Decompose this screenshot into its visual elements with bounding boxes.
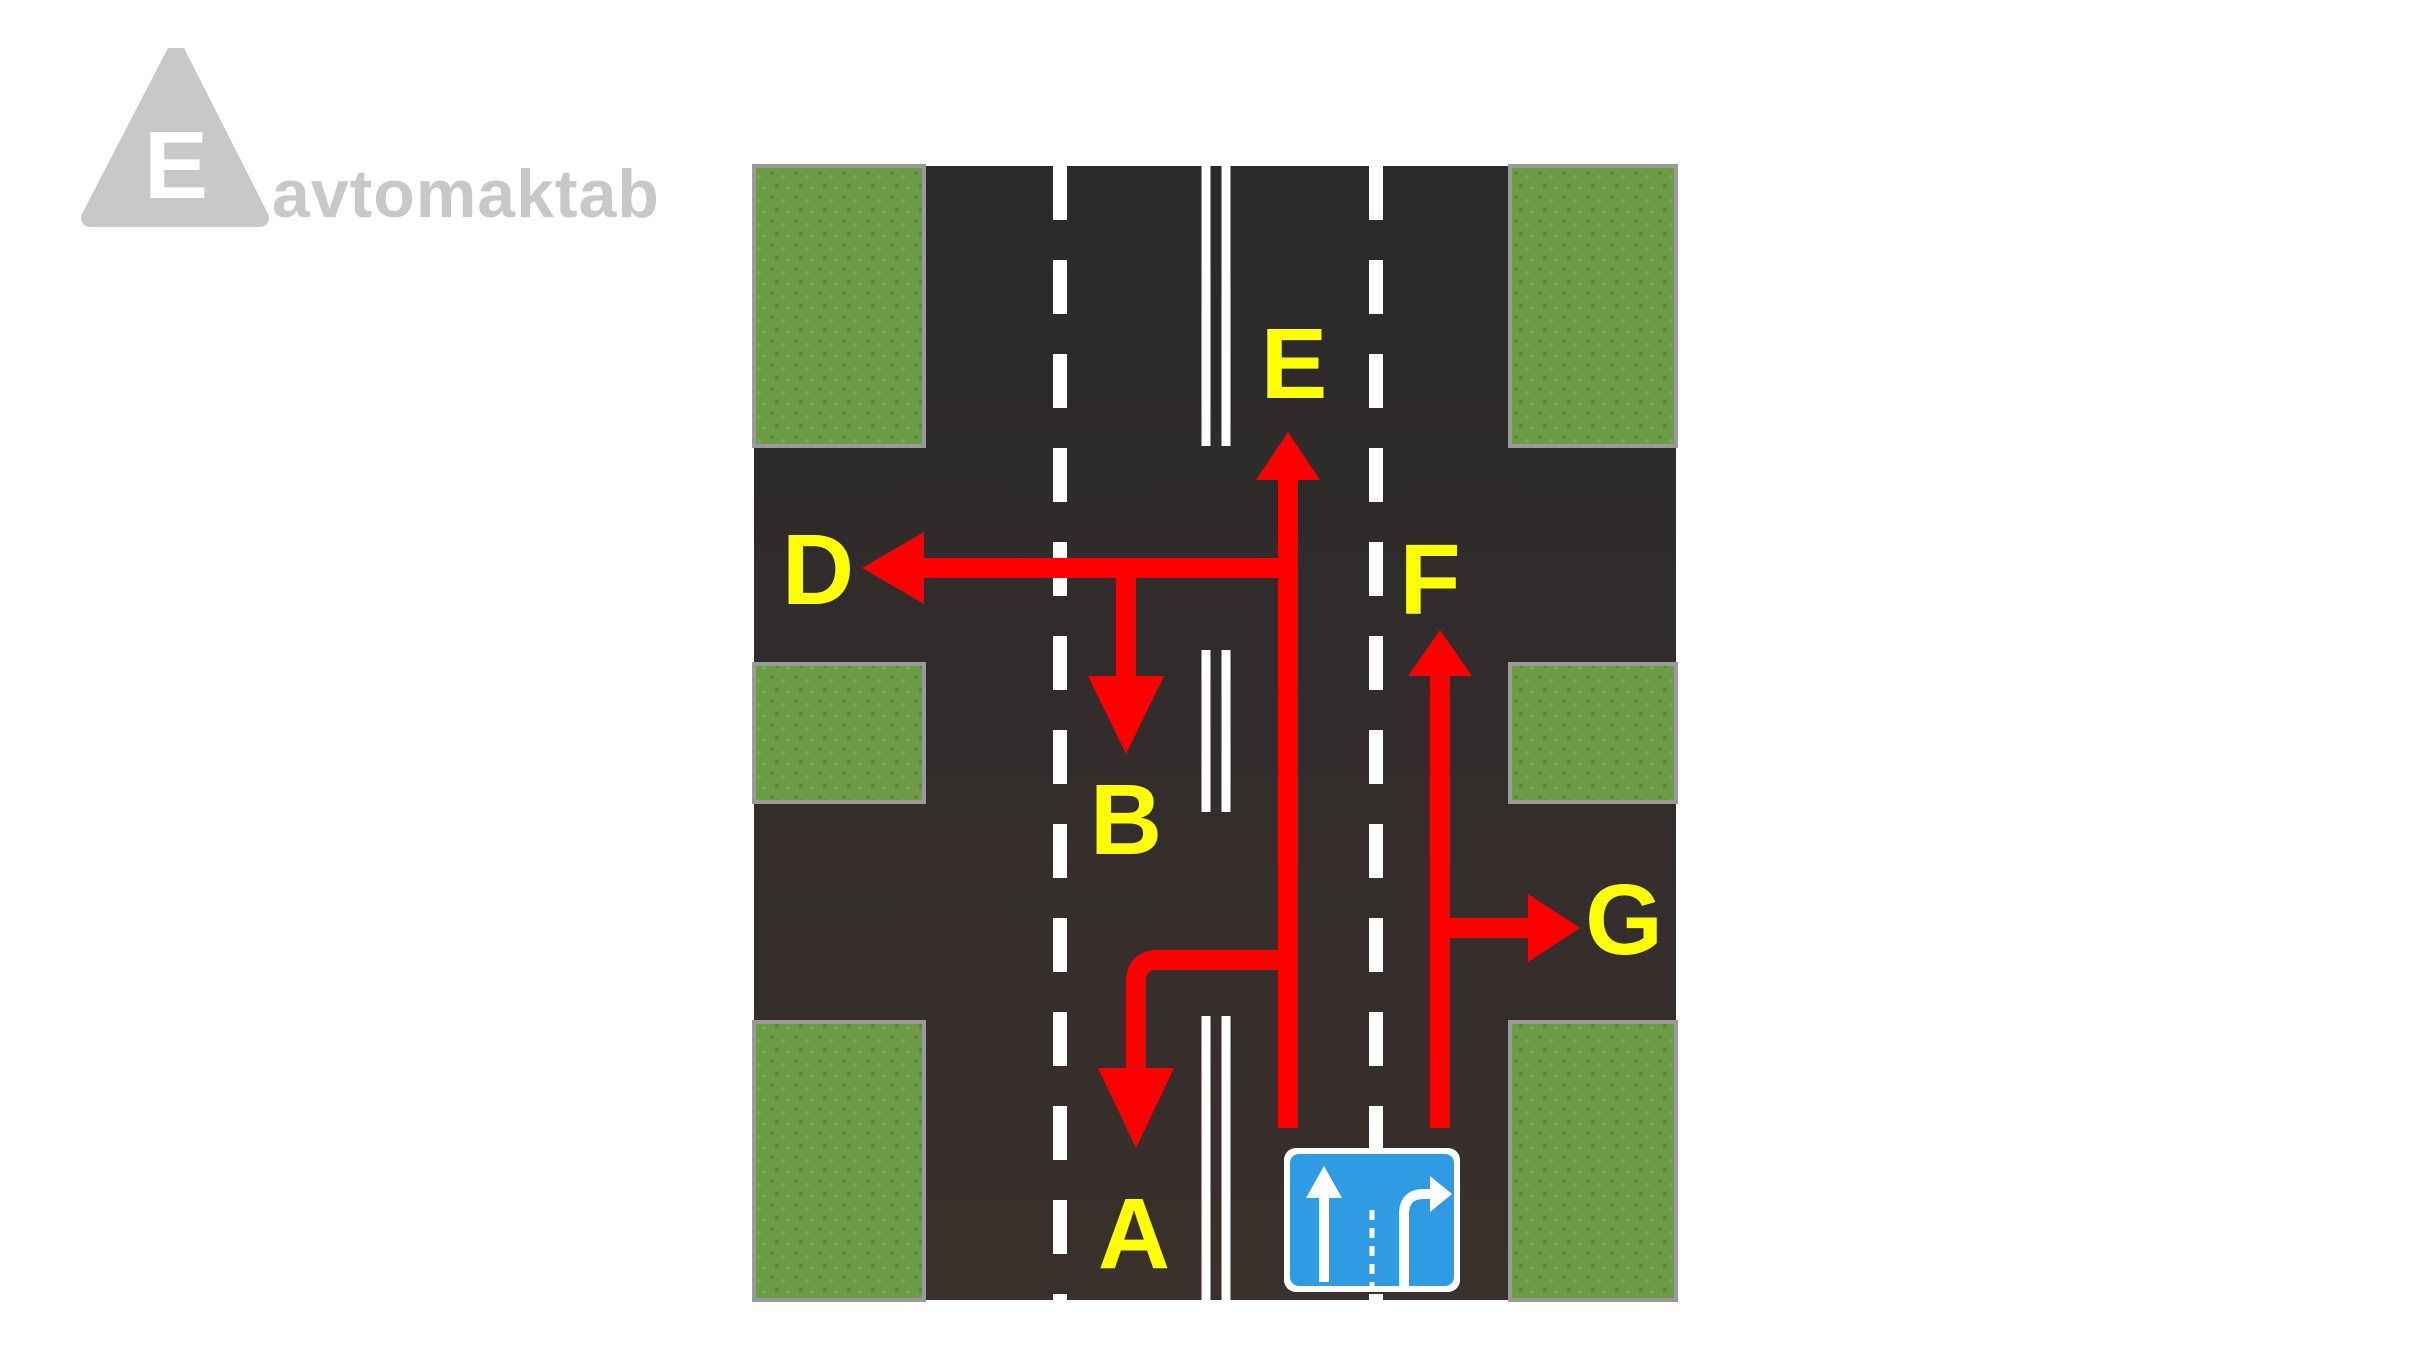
grass-bottom-right xyxy=(1508,1020,1678,1302)
arrow-head-B xyxy=(1088,676,1164,754)
logo-letter: E xyxy=(144,112,208,219)
grass-blocks xyxy=(752,164,1678,1302)
label-B: B xyxy=(1090,764,1162,876)
grass-top-right xyxy=(1508,164,1678,448)
arrow-branch-A xyxy=(1126,950,1288,1072)
lane-markings xyxy=(1053,166,1383,1300)
label-D: D xyxy=(782,514,854,626)
arrow-head-F xyxy=(1408,630,1472,676)
sign-straight-arrow-icon xyxy=(1306,1166,1342,1282)
double-line-top xyxy=(1201,166,1231,446)
grass-bottom-left xyxy=(752,1020,926,1302)
double-line-bottom xyxy=(1201,1016,1231,1300)
logo-mark: E xyxy=(81,43,269,227)
lane-direction-sign xyxy=(1284,1148,1460,1292)
label-A: A xyxy=(1098,1178,1170,1290)
label-G: G xyxy=(1585,864,1663,976)
avtomaktab-logo: E xyxy=(64,43,704,228)
logo-triangle-icon xyxy=(81,43,269,227)
double-line-middle xyxy=(1201,650,1231,812)
sign-straight-right-arrow-icon xyxy=(1399,1176,1452,1286)
grass-mid-right xyxy=(1508,662,1678,804)
arrow-head-E xyxy=(1256,432,1320,480)
movement-arrows xyxy=(862,432,1580,1148)
label-F: F xyxy=(1399,524,1460,636)
direction-labels: A B D E F G xyxy=(782,308,1663,1290)
arrow-head-G xyxy=(1528,894,1580,962)
label-E: E xyxy=(1261,308,1328,420)
logo-text: avtomaktab xyxy=(272,156,660,232)
grass-top-left xyxy=(752,164,926,448)
arrow-head-D xyxy=(862,532,924,604)
grass-mid-left xyxy=(752,662,926,804)
arrow-head-A xyxy=(1098,1068,1174,1148)
